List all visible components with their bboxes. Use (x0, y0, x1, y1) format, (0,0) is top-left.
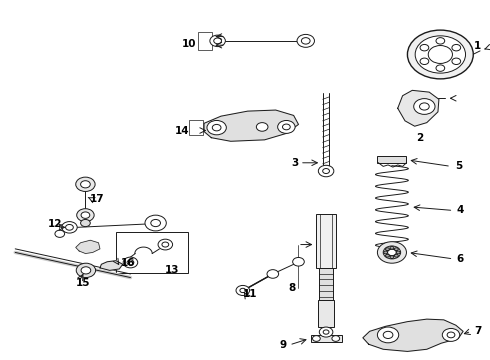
Circle shape (127, 260, 134, 265)
Circle shape (383, 246, 401, 259)
Circle shape (420, 44, 429, 51)
Bar (377, 156, 407, 163)
Bar (318, 300, 334, 327)
Circle shape (377, 242, 407, 263)
Circle shape (388, 249, 396, 256)
Bar (116, 232, 188, 273)
Circle shape (301, 38, 310, 44)
Circle shape (80, 220, 90, 226)
Text: 11: 11 (243, 289, 257, 299)
Text: 15: 15 (76, 278, 90, 288)
Circle shape (442, 328, 460, 341)
Circle shape (436, 65, 445, 71)
Circle shape (384, 251, 388, 254)
Text: 7: 7 (474, 326, 482, 336)
Circle shape (123, 257, 138, 268)
Circle shape (386, 254, 390, 257)
Circle shape (394, 254, 398, 257)
Bar (198, 32, 212, 50)
Circle shape (55, 230, 65, 237)
Bar (79, 270, 93, 274)
Circle shape (256, 123, 268, 131)
Polygon shape (100, 261, 122, 270)
Circle shape (313, 336, 320, 341)
Circle shape (407, 30, 473, 79)
Text: 3: 3 (292, 158, 299, 168)
Circle shape (390, 256, 394, 258)
Circle shape (214, 38, 221, 44)
Text: 9: 9 (279, 340, 286, 350)
Circle shape (76, 263, 96, 278)
Circle shape (77, 209, 94, 222)
Circle shape (212, 125, 221, 131)
Text: 1: 1 (474, 41, 482, 50)
Circle shape (415, 36, 465, 73)
Text: 2: 2 (416, 133, 423, 143)
Text: 8: 8 (289, 283, 296, 293)
Circle shape (267, 270, 279, 278)
Text: 6: 6 (457, 254, 464, 264)
Circle shape (145, 215, 166, 231)
Circle shape (377, 327, 399, 343)
Polygon shape (398, 90, 439, 126)
Text: 12: 12 (48, 219, 63, 229)
Bar (311, 335, 342, 342)
Circle shape (297, 35, 315, 47)
Circle shape (283, 124, 290, 130)
Circle shape (323, 168, 329, 174)
Circle shape (318, 165, 334, 177)
Polygon shape (363, 319, 463, 351)
Circle shape (414, 99, 435, 114)
Text: 4: 4 (457, 206, 464, 216)
Circle shape (158, 239, 172, 250)
Text: 16: 16 (121, 258, 135, 268)
Circle shape (278, 121, 295, 134)
Circle shape (452, 58, 461, 64)
Circle shape (396, 251, 400, 254)
Bar (319, 268, 333, 300)
Circle shape (428, 45, 452, 63)
Circle shape (419, 103, 429, 110)
Circle shape (293, 257, 304, 266)
Circle shape (436, 38, 445, 44)
Circle shape (420, 58, 429, 64)
Circle shape (76, 177, 95, 192)
Circle shape (66, 225, 74, 230)
Circle shape (81, 212, 90, 219)
Circle shape (332, 336, 340, 341)
Circle shape (210, 35, 225, 46)
Text: 5: 5 (455, 161, 462, 171)
Circle shape (151, 220, 161, 226)
Polygon shape (204, 110, 298, 141)
Circle shape (62, 222, 77, 233)
Text: 14: 14 (175, 126, 190, 135)
Circle shape (390, 246, 394, 249)
Circle shape (162, 242, 169, 247)
Circle shape (452, 44, 461, 51)
Text: 17: 17 (90, 194, 105, 204)
Circle shape (207, 121, 226, 135)
Bar (317, 214, 336, 268)
Circle shape (323, 330, 329, 334)
Circle shape (240, 288, 245, 293)
Bar (189, 121, 203, 135)
Text: 10: 10 (182, 40, 197, 49)
Circle shape (394, 248, 398, 251)
Circle shape (319, 327, 333, 337)
Circle shape (386, 248, 390, 251)
Polygon shape (76, 240, 100, 253)
Circle shape (447, 332, 455, 338)
Circle shape (383, 331, 393, 338)
Circle shape (80, 181, 90, 188)
Circle shape (81, 267, 91, 274)
Text: 13: 13 (164, 265, 179, 275)
Circle shape (236, 285, 249, 296)
